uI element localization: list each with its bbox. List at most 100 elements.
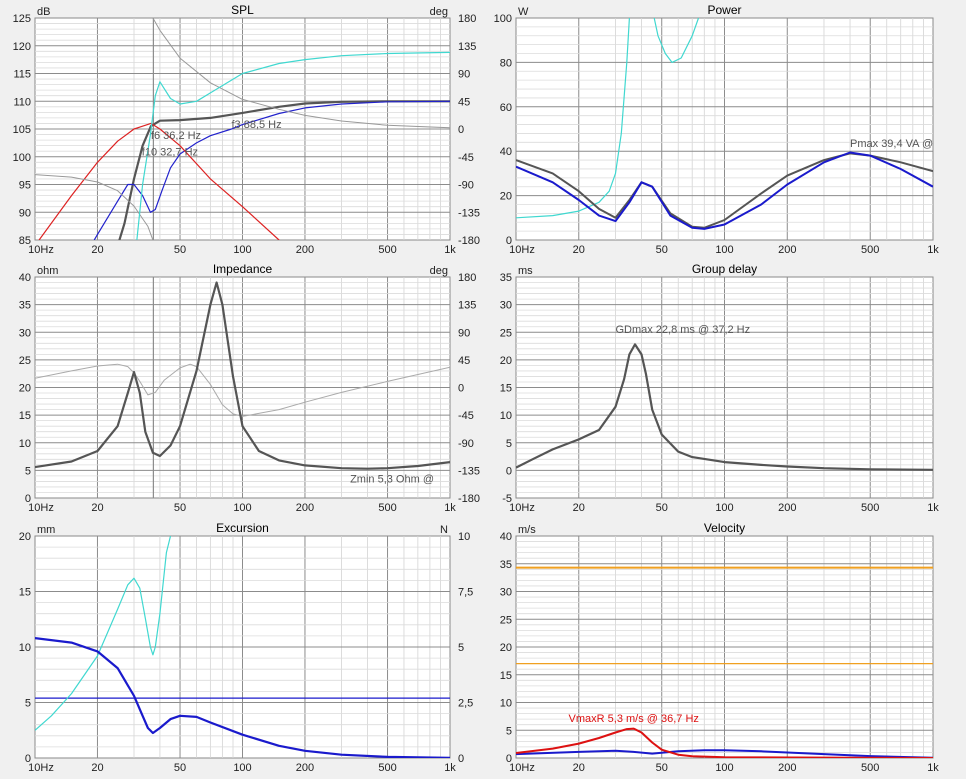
group-delay-x-tick: 50 [656, 502, 668, 514]
excursion-y-tick: 10 [19, 642, 31, 654]
excursion-y2-tick: 2,5 [458, 698, 473, 710]
velocity-y-tick: 35 [500, 559, 512, 571]
spl-x-tick: 20 [91, 244, 103, 256]
velocity-y-tick: 25 [500, 614, 512, 626]
power-x-tick: 20 [573, 244, 585, 256]
power-x-tick: 500 [861, 244, 879, 256]
power-x-tick: 1k [927, 244, 939, 256]
power-y-tick: 0 [506, 235, 512, 247]
impedance-y-tick: 40 [19, 272, 31, 284]
group-delay-y-tick: 15 [500, 383, 512, 395]
impedance-y-tick: 0 [25, 493, 31, 505]
group-delay-left-unit: ms [518, 265, 533, 277]
impedance-left-unit: ohm [37, 265, 58, 277]
excursion-right-unit: N [440, 524, 448, 536]
spl-series-1 [118, 100, 450, 240]
excursion-x-tick: 50 [174, 762, 186, 774]
impedance-y2-tick: -90 [458, 438, 474, 450]
impedance-y-tick: 10 [19, 438, 31, 450]
group-delay-y-tick: -5 [502, 493, 512, 505]
spl-y-tick: 85 [19, 235, 31, 247]
power-y-tick: 40 [500, 146, 512, 158]
spl-x-tick: 50 [174, 244, 186, 256]
impedance-x-tick: 500 [378, 502, 396, 514]
velocity-y-tick: 5 [506, 725, 512, 737]
excursion-y-tick: 15 [19, 587, 31, 599]
spl-y-tick: 105 [13, 124, 31, 136]
spl-series-6 [136, 51, 450, 240]
impedance-x-tick: 1k [444, 502, 456, 514]
power-x-tick: 100 [715, 244, 733, 256]
excursion-x-tick: 1k [444, 762, 456, 774]
spl-series-4 [35, 174, 154, 240]
spl-title: SPL [231, 3, 254, 17]
spl-annotation: f3 88,5 Hz [231, 119, 281, 131]
velocity-left-unit: m/s [518, 524, 536, 536]
excursion-y-tick: 5 [25, 698, 31, 710]
group-delay-y-tick: 25 [500, 327, 512, 339]
power-series-4 [516, 151, 933, 230]
impedance-y-tick: 35 [19, 300, 31, 312]
spl-annotation: f6 36,2 Hz [151, 130, 201, 142]
group-delay-x-tick: 10Hz [509, 502, 535, 514]
spl-x-tick: 100 [233, 244, 251, 256]
velocity-x-tick: 100 [715, 762, 733, 774]
velocity-title: Velocity [704, 521, 745, 535]
impedance-x-tick: 20 [91, 502, 103, 514]
group-delay-x-tick: 200 [778, 502, 796, 514]
spl-series-3 [38, 122, 280, 240]
velocity-y-tick: 0 [506, 753, 512, 765]
velocity-y-tick: 15 [500, 670, 512, 682]
impedance-y2-tick: 135 [458, 300, 476, 312]
spl-annotation: f10 32,7 Hz [142, 147, 198, 159]
group-delay-y-tick: 5 [506, 438, 512, 450]
impedance-y2-tick: -135 [458, 465, 480, 477]
power-series-1 [516, 18, 630, 219]
excursion-y2-tick: 5 [458, 642, 464, 654]
impedance-y-tick: 25 [19, 355, 31, 367]
power-annotation: Pmax 39,4 VA @ [850, 138, 933, 150]
excursion-series-2 [35, 536, 172, 731]
power-y-tick: 20 [500, 191, 512, 203]
group-delay-x-tick: 500 [861, 502, 879, 514]
excursion-x-tick: 200 [296, 762, 314, 774]
power-y-tick: 60 [500, 102, 512, 114]
group-delay-x-tick: 1k [927, 502, 939, 514]
excursion-x-tick: 100 [233, 762, 251, 774]
spl-y-tick: 95 [19, 180, 31, 192]
impedance-x-tick: 50 [174, 502, 186, 514]
power-x-tick: 10Hz [509, 244, 535, 256]
velocity-series-3 [516, 749, 933, 758]
impedance-x-tick: 100 [233, 502, 251, 514]
velocity-x-tick: 500 [861, 762, 879, 774]
impedance-y-tick: 5 [25, 465, 31, 477]
velocity-x-tick: 200 [778, 762, 796, 774]
power-left-unit: W [518, 6, 529, 18]
impedance-y2-tick: 90 [458, 327, 470, 339]
velocity-y-tick: 30 [500, 587, 512, 599]
impedance-y-tick: 20 [19, 383, 31, 395]
impedance-annotation: Zmin 5,3 Ohm @ [350, 474, 434, 486]
excursion-x-tick: 500 [378, 762, 396, 774]
excursion-x-tick: 20 [91, 762, 103, 774]
impedance-y2-tick: -180 [458, 493, 480, 505]
power-y-tick: 80 [500, 57, 512, 69]
spl-x-tick: 1k [444, 244, 456, 256]
velocity-y-tick: 10 [500, 698, 512, 710]
group-delay-series-1 [516, 343, 933, 471]
velocity-x-tick: 10Hz [509, 762, 535, 774]
spl-y-tick: 120 [13, 41, 31, 53]
spl-left-unit: dB [37, 6, 50, 18]
group-delay-title: Group delay [692, 262, 757, 276]
impedance-y-tick: 15 [19, 410, 31, 422]
excursion-y2-tick: 10 [458, 531, 470, 543]
velocity-annotation: VmaxR 5,3 m/s @ 36,7 Hz [569, 713, 699, 725]
spl-y-tick: 125 [13, 13, 31, 25]
spl-y2-tick: 0 [458, 124, 464, 136]
velocity-y-tick: 40 [500, 531, 512, 543]
velocity-series-4 [516, 727, 933, 758]
group-delay-y-tick: 0 [506, 465, 512, 477]
